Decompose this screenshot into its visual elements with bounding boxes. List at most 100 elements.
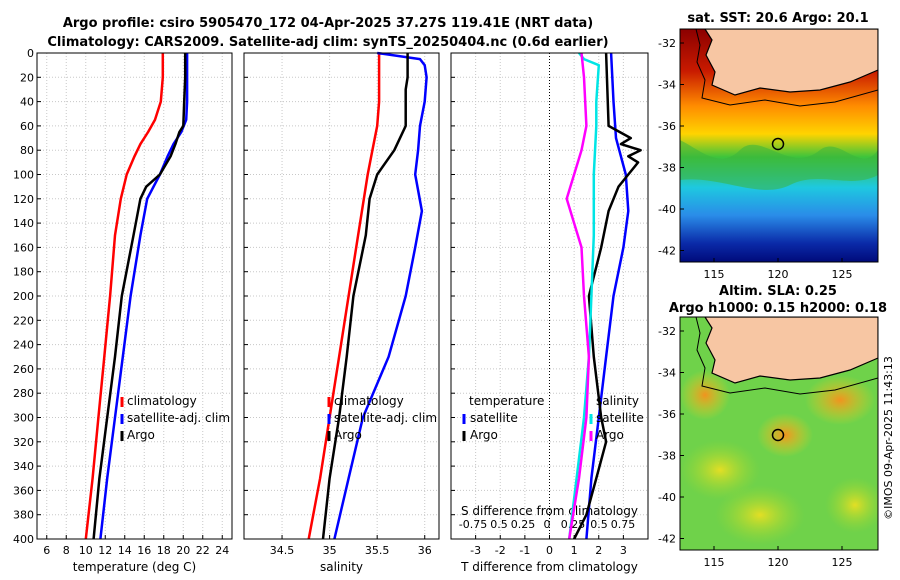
legend-label: Argo bbox=[596, 428, 624, 442]
x-tick-label: 14 bbox=[118, 544, 132, 557]
x-tick-label: 8 bbox=[63, 544, 70, 557]
legend-label: climatology bbox=[127, 394, 197, 408]
sla-high-6 bbox=[680, 370, 730, 420]
x-tick-label: 35 bbox=[323, 544, 337, 557]
map-y-tick-label: -40 bbox=[658, 203, 676, 216]
x-tick-label: 0 bbox=[546, 544, 553, 557]
title-line-2: Climatology: CARS2009. Satellite-adj cli… bbox=[47, 35, 608, 50]
map-x-tick-label: 125 bbox=[832, 268, 853, 281]
x-tick-label: -2 bbox=[495, 544, 506, 557]
legend-label: Argo bbox=[127, 428, 155, 442]
map-x-tick-label: 120 bbox=[768, 268, 789, 281]
map-y-tick-label: -32 bbox=[658, 37, 676, 50]
x-tick-label: 16 bbox=[137, 544, 151, 557]
y-tick-label: 400 bbox=[13, 533, 34, 546]
sla-high-5 bbox=[825, 477, 878, 533]
y-tick-label: 100 bbox=[13, 169, 34, 182]
sst-land-coast bbox=[704, 29, 878, 96]
y-tick-label: 320 bbox=[13, 436, 34, 449]
sla-map-title-1: Altim. SLA: 0.25 bbox=[719, 284, 837, 299]
y-tick-label: 120 bbox=[13, 193, 34, 206]
x2-tick-label: 0.75 bbox=[611, 518, 636, 531]
difference-panel: -3 -2 -1 0 1 2 3-0.75 0.5 0.25 0 0.25 0.5 0.75S diff… bbox=[450, 52, 649, 574]
sla-high-4 bbox=[715, 485, 805, 545]
x-axis-label: temperature (deg C) bbox=[73, 560, 196, 574]
sst-argo-marker bbox=[771, 137, 785, 151]
legend-label: climatology bbox=[334, 394, 404, 408]
y-tick-label: 220 bbox=[13, 314, 34, 327]
sla-isobath bbox=[695, 317, 878, 395]
x-tick-label: 18 bbox=[157, 544, 171, 557]
series-line-argo bbox=[92, 53, 187, 540]
salinity-panel: 34.5 35 35.5 36 climatology satellite-adj. cl… bbox=[243, 51, 440, 574]
y-tick-label: 340 bbox=[13, 460, 34, 473]
map-y-tick-label: -42 bbox=[658, 533, 676, 546]
map-y-tick-label: -36 bbox=[658, 408, 676, 421]
y-tick-label: 280 bbox=[13, 387, 34, 400]
sla-argo-marker bbox=[771, 428, 785, 442]
y-tick-label: 240 bbox=[13, 339, 34, 352]
x-tick-label: 24 bbox=[215, 544, 229, 557]
y-tick-label: 40 bbox=[20, 96, 34, 109]
series-line-t-satellite bbox=[585, 52, 630, 540]
map-y-tick-label: -34 bbox=[658, 367, 676, 380]
y-tick-label: 200 bbox=[13, 290, 34, 303]
x-tick-label: 2 bbox=[595, 544, 602, 557]
legend-label: Argo bbox=[334, 428, 362, 442]
map-x-tick-label: 115 bbox=[704, 268, 725, 281]
sst-map-frame bbox=[679, 28, 879, 263]
sst-map: sat. SST: 20.6 Argo: 20.1 115 120 125 -32 -3… bbox=[658, 11, 879, 281]
x2-tick-label: 0.25 bbox=[511, 518, 536, 531]
x-tick-label: -1 bbox=[519, 544, 530, 557]
sla-high-3 bbox=[805, 375, 875, 425]
x-tick-label: 35.5 bbox=[365, 544, 390, 557]
sla-high-1 bbox=[680, 440, 760, 500]
sla-map-frame bbox=[679, 316, 879, 551]
title-line-1: Argo profile: csiro 5905470_172 04-Apr-2… bbox=[63, 16, 593, 31]
y-tick-label: 20 bbox=[20, 71, 34, 84]
x-tick-label: 6 bbox=[43, 544, 50, 557]
x2-tick-label: -0.75 bbox=[459, 518, 487, 531]
legend-label: satellite-adj. clim bbox=[127, 411, 230, 425]
map-y-tick-label: -42 bbox=[658, 245, 676, 258]
series-line-s-argo bbox=[565, 52, 591, 540]
map-x-tick-label: 120 bbox=[768, 556, 789, 569]
sst-isobath bbox=[695, 29, 878, 107]
x2-tick-label: 0 bbox=[544, 518, 551, 531]
x-tick-label: 20 bbox=[176, 544, 190, 557]
series-line-climatology bbox=[307, 53, 381, 540]
y-tick-label: 0 bbox=[27, 47, 34, 60]
sla-land-coast bbox=[704, 317, 878, 384]
x-tick-label: 3 bbox=[620, 544, 627, 557]
series-line-argo bbox=[321, 53, 409, 540]
y-tick-label: 300 bbox=[13, 412, 34, 425]
sst-map-title: sat. SST: 20.6 Argo: 20.1 bbox=[687, 11, 868, 26]
x-tick-label: 22 bbox=[196, 544, 210, 557]
x2-tick-label: 0.5 bbox=[490, 518, 508, 531]
temperature-panel: 6 8 10 12 14 16 18 20 22 240204060801001201401601… bbox=[13, 47, 233, 574]
plot-frame bbox=[450, 52, 649, 540]
sst-front bbox=[680, 140, 878, 190]
legend-label: satellite bbox=[596, 411, 644, 425]
credit-text: ©IMOS 09-Apr-2025 11:43:13 bbox=[882, 356, 895, 520]
x-tick-label: 1 bbox=[571, 544, 578, 557]
sla-map: Altim. SLA: 0.25 Argo h1000: 0.15 h2000:… bbox=[658, 284, 887, 569]
x2-axis-label: S difference from climatology bbox=[461, 504, 638, 518]
x-tick-label: -3 bbox=[470, 544, 481, 557]
legend-label: satellite bbox=[470, 411, 518, 425]
y-tick-label: 140 bbox=[13, 217, 34, 230]
plot-frame bbox=[36, 52, 233, 540]
map-y-tick-label: -32 bbox=[658, 325, 676, 338]
x-axis-label: salinity bbox=[320, 560, 363, 574]
series-line-climatology bbox=[84, 53, 165, 540]
series-line-satellite-adj.-clim bbox=[333, 51, 428, 540]
map-y-tick-label: -38 bbox=[658, 162, 676, 175]
map-y-tick-label: -38 bbox=[658, 450, 676, 463]
sla-high-2 bbox=[757, 413, 813, 457]
legend-label: salinity bbox=[596, 394, 639, 408]
map-x-tick-label: 115 bbox=[704, 556, 725, 569]
sla-map-title-2: Argo h1000: 0.15 h2000: 0.18 bbox=[669, 301, 887, 316]
map-y-tick-label: -34 bbox=[658, 79, 676, 92]
map-y-tick-label: -36 bbox=[658, 120, 676, 133]
